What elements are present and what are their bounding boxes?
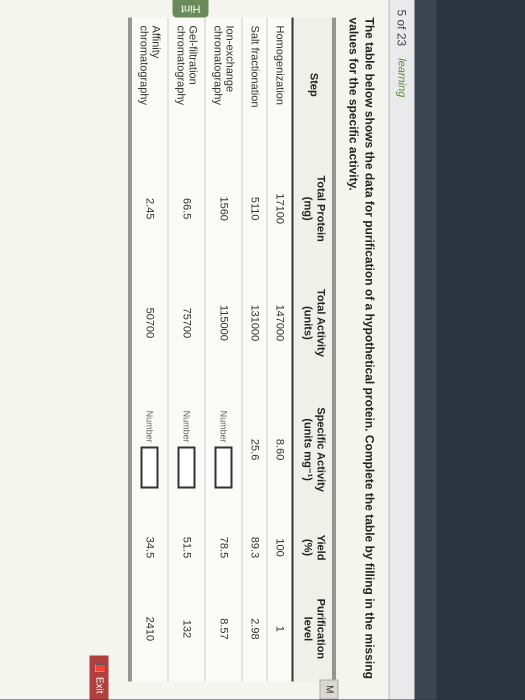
cell-yield: 78.5	[205, 519, 242, 577]
cell-purif: 2410	[130, 576, 168, 681]
cell-activity: 75700	[168, 265, 205, 380]
cell-specific: 8.60	[267, 381, 293, 519]
cell-protein: 5110	[242, 152, 267, 265]
toolbar: 5 of 23 learning	[389, 0, 415, 700]
cell-step: Homogenization	[267, 18, 293, 153]
specific-activity-input[interactable]	[141, 447, 159, 489]
specific-activity-input[interactable]	[215, 447, 233, 489]
cell-purif: 8.57	[205, 576, 242, 681]
table-header-row: Step Total Protein(mg) Total Activity(un…	[293, 18, 334, 682]
table-row: Salt fractionation 5110 131000 25.6 89.3…	[242, 18, 267, 682]
cell-step: Salt fractionation	[242, 18, 267, 153]
cell-yield: 100	[267, 519, 293, 577]
cell-yield: 51.5	[168, 519, 205, 577]
table-row: Affinitychromatography 2.45 50700 Number…	[130, 18, 168, 682]
cell-specific: Number	[130, 381, 168, 519]
brand-label: learning	[396, 58, 408, 97]
cell-step: Gel-filtrationchromatography	[168, 18, 205, 153]
col-specific: Specific Activity(units mg⁻¹)	[293, 381, 334, 519]
cell-protein: 2.45	[130, 152, 168, 265]
input-label: Number	[145, 411, 155, 443]
table-row: Gel-filtrationchromatography 66.5 75700 …	[168, 18, 205, 682]
col-yield: Yield(%)	[293, 519, 334, 577]
cell-activity: 131000	[242, 265, 267, 380]
cell-protein: 17100	[267, 152, 293, 265]
data-table: Step Total Protein(mg) Total Activity(un…	[129, 18, 335, 682]
page-indicator: 5 of 23	[395, 10, 409, 47]
cell-purif: 1	[267, 576, 293, 681]
ml-tab[interactable]: M	[320, 679, 339, 699]
col-purif: Purificationlevel	[293, 576, 334, 681]
question-text: The table below shows the data for purif…	[345, 18, 376, 682]
hint-tab[interactable]: Hint	[173, 0, 209, 18]
cell-purif: 2.98	[242, 576, 267, 681]
cell-yield: 89.3	[242, 519, 267, 577]
cell-specific: Number	[168, 381, 205, 519]
cell-step: Ion-exchangechromatography	[205, 18, 242, 153]
specific-activity-input[interactable]	[178, 447, 196, 489]
cell-specific: Number	[205, 381, 242, 519]
exit-tab[interactable]: 📕 Exit	[90, 656, 109, 700]
table-row: Ion-exchangechromatography 1560 115000 N…	[205, 18, 242, 682]
cell-protein: 66.5	[168, 152, 205, 265]
cell-step: Affinitychromatography	[130, 18, 168, 153]
col-protein: Total Protein(mg)	[293, 152, 334, 265]
content-area: Hint M 📕 Exit The table below shows the …	[0, 0, 389, 700]
cell-activity: 50700	[130, 265, 168, 380]
cell-protein: 1560	[205, 152, 242, 265]
cell-purif: 132	[168, 576, 205, 681]
table-row: Homogenization 17100 147000 8.60 100 1	[267, 18, 293, 682]
cell-activity: 115000	[205, 265, 242, 380]
input-label: Number	[182, 411, 192, 443]
cell-activity: 147000	[267, 265, 293, 380]
cell-specific: 25.6	[242, 381, 267, 519]
input-label: Number	[219, 411, 229, 443]
col-activity: Total Activity(units)	[293, 265, 334, 380]
cell-yield: 34.5	[130, 519, 168, 577]
window-titlebar	[415, 0, 437, 700]
col-step: Step	[293, 18, 334, 153]
